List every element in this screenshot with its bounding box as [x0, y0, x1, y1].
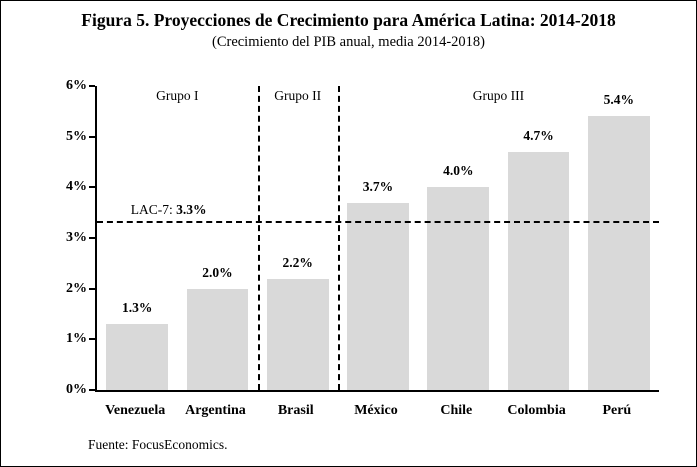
y-axis-label-6pct: 6% — [66, 78, 87, 93]
x-axis-label-colombia: Colombia — [507, 403, 566, 418]
bar-mexico — [347, 202, 409, 390]
plot-area: LAC-7: 3.3% 1.3% 2.0% 2.2% 3.7% 4.0% 4.7% 5.4%… — [95, 86, 659, 392]
y-axis-label-3pct: 3% — [66, 230, 87, 245]
y-axis-tick — [89, 389, 95, 391]
group-separator — [337, 86, 340, 390]
bar-argentina — [186, 288, 249, 390]
source-note: Fuente: FocusEconomics. — [88, 437, 228, 452]
y-axis-tick — [89, 338, 95, 341]
group-label-grupo-i: Grupo I — [156, 88, 199, 103]
y-axis-tick — [89, 135, 95, 138]
bar-colombia — [507, 151, 570, 390]
reference-line-label: LAC-7: 3.3% — [131, 202, 207, 218]
bar-brasil — [266, 278, 329, 390]
x-axis-label-peru: Perú — [602, 403, 632, 418]
x-axis-labels: Venezuela Argentina Brasil México Chile Colom… — [95, 403, 657, 423]
figure-title: Figura 5. Proyecciones de Crecimiento pa… — [81, 10, 616, 30]
group-label-grupo-ii: Grupo II — [274, 88, 322, 103]
bar-value-label-brasil: 2.2% — [282, 254, 313, 270]
bar-value-label-chile: 4.0% — [443, 163, 474, 179]
x-axis-label-mexico: México — [354, 403, 398, 418]
bar-value-label-venezuela: 1.3% — [121, 300, 153, 316]
y-axis-tick — [89, 186, 95, 189]
group-label-grupo-iii: Grupo III — [472, 88, 525, 103]
bar-value-label-colombia: 4.7% — [523, 127, 554, 143]
group-separator — [257, 86, 260, 390]
reference-line-label-value: 3.3% — [176, 201, 207, 217]
y-axis-tick — [89, 237, 95, 239]
y-axis-tick — [89, 85, 95, 87]
y-axis-label-0pct: 0% — [66, 382, 87, 397]
y-axis-label-1pct: 1% — [66, 331, 87, 347]
x-axis-label-argentina: Argentina — [185, 403, 246, 418]
x-axis-label-venezuela: Venezuela — [105, 403, 166, 418]
bar-chile — [427, 187, 490, 390]
bar-value-label-mexico: 3.7% — [362, 178, 394, 194]
bar-peru — [587, 116, 650, 390]
bar-venezuela — [106, 324, 169, 390]
y-axis-label-5pct: 5% — [66, 128, 87, 144]
bar-value-label-argentina: 2.0% — [202, 264, 233, 280]
y-axis-label-2pct: 2% — [66, 280, 87, 296]
reference-line-label-prefix: LAC-7: — [130, 201, 177, 217]
bar-value-label-peru: 5.4% — [603, 92, 635, 108]
figure-subtitle: (Crecimiento del PIB anual, media 2014-2… — [211, 34, 485, 50]
y-axis-label-4pct: 4% — [66, 179, 87, 195]
y-axis-tick — [89, 287, 95, 290]
lac7-reference-line — [97, 220, 659, 223]
x-axis-label-brasil: Brasil — [277, 403, 314, 418]
x-axis-label-chile: Chile — [440, 403, 473, 418]
